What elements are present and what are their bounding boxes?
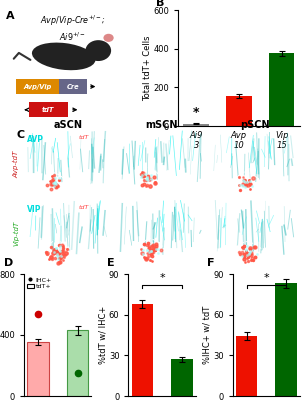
Ellipse shape xyxy=(85,40,111,61)
Text: E: E xyxy=(107,258,115,268)
Legend: IHC+, tdT+: IHC+, tdT+ xyxy=(27,277,52,289)
Text: Avp/Vip: Avp/Vip xyxy=(23,84,52,90)
Text: A: A xyxy=(6,11,15,21)
Text: *: * xyxy=(264,274,269,284)
Ellipse shape xyxy=(103,34,114,42)
Text: Avp-tdT: Avp-tdT xyxy=(14,151,20,178)
Bar xyxy=(184,124,209,126)
Text: D: D xyxy=(4,258,13,268)
Text: B: B xyxy=(156,0,164,8)
FancyBboxPatch shape xyxy=(16,79,58,94)
Text: Vip-tdT: Vip-tdT xyxy=(14,221,20,246)
Text: *: * xyxy=(193,106,200,120)
Text: C: C xyxy=(17,130,25,140)
Text: F: F xyxy=(207,258,215,268)
Text: tdT: tdT xyxy=(42,107,55,113)
Y-axis label: Total tdT+ Cells: Total tdT+ Cells xyxy=(143,35,152,101)
Text: tdT: tdT xyxy=(78,205,89,210)
Title: pSCN: pSCN xyxy=(240,120,270,130)
Bar xyxy=(269,54,295,126)
Bar xyxy=(132,304,153,396)
Text: $Avp/Vip$-$Cre^{+/-}$;: $Avp/Vip$-$Cre^{+/-}$; xyxy=(40,14,106,28)
FancyBboxPatch shape xyxy=(29,102,68,117)
Bar xyxy=(171,359,193,396)
Text: VIP: VIP xyxy=(27,205,42,214)
Text: *: * xyxy=(159,274,165,284)
Text: AVP: AVP xyxy=(27,135,44,144)
Text: $Ai9^{+/-}$: $Ai9^{+/-}$ xyxy=(59,31,86,43)
Bar xyxy=(226,96,252,126)
Bar xyxy=(275,284,297,396)
Title: aSCN: aSCN xyxy=(53,120,82,130)
Y-axis label: %tdT w/ IHC+: %tdT w/ IHC+ xyxy=(98,306,108,364)
Bar xyxy=(67,330,88,396)
Title: mSCN: mSCN xyxy=(145,120,178,130)
Ellipse shape xyxy=(32,42,95,70)
Text: Cre: Cre xyxy=(66,84,79,90)
Bar xyxy=(27,342,49,396)
Bar xyxy=(236,336,258,396)
Text: tdT: tdT xyxy=(78,135,89,140)
Y-axis label: %IHC+ w/ tdT: %IHC+ w/ tdT xyxy=(203,306,212,364)
FancyBboxPatch shape xyxy=(58,79,87,94)
